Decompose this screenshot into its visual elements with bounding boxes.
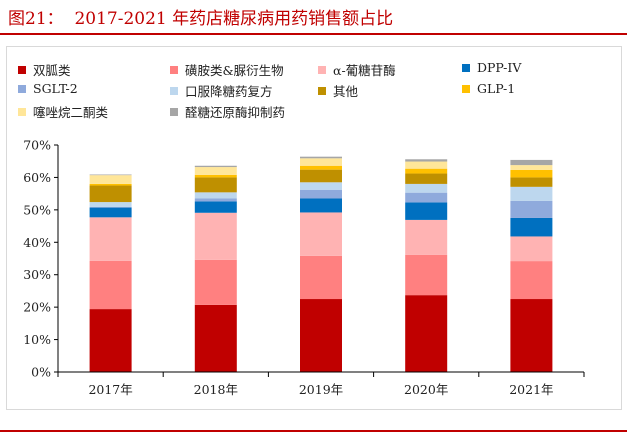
y-tick-label: 40% [23, 235, 51, 250]
bar-segment [89, 217, 132, 261]
bar-segment [89, 206, 132, 208]
legend-swatch [462, 63, 470, 72]
bar-segment [89, 185, 132, 203]
bar-segment [510, 261, 553, 300]
bar-segment [510, 236, 553, 262]
legend-item: 磺胺类&脲衍生物 [170, 60, 284, 79]
bar-segment [405, 159, 448, 162]
legend-swatch [18, 107, 26, 116]
chart-frame [6, 46, 622, 410]
y-tick-label: 0% [31, 365, 51, 380]
legend-label: 磺胺类&脲衍生物 [185, 63, 284, 78]
bar-segment [300, 158, 342, 166]
bar-segment [510, 299, 553, 372]
legend-item: 其他 [318, 81, 358, 100]
bar-segment [194, 304, 237, 372]
bar-segment [89, 183, 132, 186]
y-tick-label: 50% [23, 202, 51, 217]
bar-segment [300, 156, 342, 159]
bottom-divider [0, 430, 627, 432]
bar-segment [89, 260, 132, 310]
bar-segment [300, 198, 342, 213]
y-tick-label: 60% [23, 170, 51, 185]
bar-segment [300, 182, 342, 190]
legend-item: DPP-IV [462, 60, 521, 75]
legend-label: 双胍类 [33, 63, 71, 78]
legend-item: 噻唑烷二酮类 [18, 102, 108, 121]
legend-item: SGLT-2 [18, 81, 78, 96]
legend-label: 醛糖还原酶抑制药 [185, 105, 286, 120]
legend-swatch [18, 84, 26, 93]
bar-segment [194, 174, 237, 178]
bar-segment [405, 173, 448, 184]
legend-item: α-葡糖苷酶 [318, 60, 396, 79]
y-tick-label: 30% [23, 267, 51, 282]
bar-segment [405, 168, 448, 174]
y-tick-label: 20% [23, 300, 51, 315]
legend-swatch [462, 84, 470, 93]
legend-swatch [170, 86, 178, 95]
bar-segment [405, 183, 448, 193]
legend-item: 双胍类 [18, 60, 71, 79]
bar-segment [510, 165, 553, 170]
bar-segment [300, 169, 342, 183]
bar-segment [300, 255, 342, 300]
bar-segment [194, 201, 237, 213]
bar-segment [510, 169, 553, 178]
x-tick-label: 2019年 [299, 382, 343, 397]
bar-segment [300, 212, 342, 256]
title-divider [0, 33, 627, 35]
figure-title: 图21： 2017-2021 年药店糖尿病用药销售额占比 [8, 9, 394, 29]
bar-segment [300, 189, 342, 199]
legend-label: 口服降糖药复方 [185, 84, 273, 99]
y-tick-label: 70% [23, 138, 51, 153]
bar-segment [405, 202, 448, 220]
legend-label: SGLT-2 [33, 81, 78, 96]
legend-label: 噻唑烷二酮类 [33, 105, 109, 120]
bar-segment [89, 207, 132, 218]
bar-segment [300, 165, 342, 170]
bar-segment [194, 167, 237, 175]
bar-segment [194, 192, 237, 199]
bar-segment [194, 177, 237, 193]
legend-swatch [318, 86, 326, 95]
bar-segment [405, 161, 448, 169]
bar-segment [405, 219, 448, 255]
legend-swatch [170, 107, 178, 116]
bar-segment [510, 217, 553, 237]
bar-segment [194, 198, 237, 202]
bar-segment [510, 177, 553, 187]
bar-segment [510, 159, 553, 166]
bar-segment [89, 174, 132, 176]
x-tick-label: 2021年 [509, 382, 553, 397]
x-tick-label: 2020年 [404, 382, 448, 397]
bar-segment [194, 212, 237, 260]
bar-segment [194, 259, 237, 305]
bar-segment [300, 299, 342, 372]
legend-label: α-葡糖苷酶 [333, 63, 396, 78]
bar-segment [89, 202, 132, 207]
legend-item: GLP-1 [462, 81, 515, 96]
legend-swatch [18, 65, 26, 74]
legend-label: 其他 [333, 84, 359, 99]
bar-segment [510, 200, 553, 218]
legend-label: GLP-1 [477, 81, 516, 96]
legend-item: 口服降糖药复方 [170, 81, 273, 100]
x-tick-label: 2017年 [88, 382, 132, 397]
legend-item: 醛糖还原酶抑制药 [170, 102, 285, 121]
bar-segment [194, 165, 237, 168]
y-tick-label: 10% [23, 332, 51, 347]
x-tick-label: 2018年 [194, 382, 238, 397]
bar-segment [405, 192, 448, 203]
bar-segment [89, 175, 132, 184]
legend-swatch [170, 65, 178, 74]
bar-segment [510, 186, 553, 201]
bar-segment [405, 254, 448, 296]
bar-segment [89, 309, 132, 372]
legend-swatch [318, 65, 326, 74]
legend-label: DPP-IV [477, 60, 522, 75]
bar-segment [405, 295, 448, 372]
